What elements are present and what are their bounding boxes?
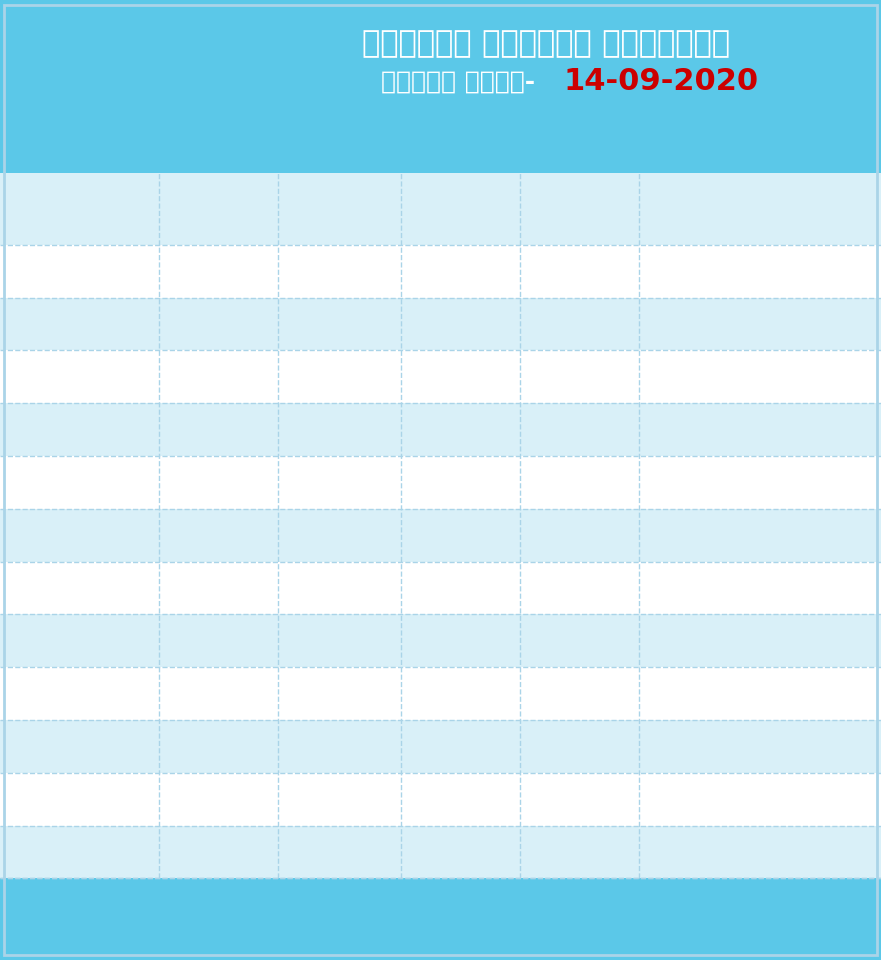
Text: 151.75: 151.75 [186, 262, 250, 280]
Text: 100.86: 100.86 [186, 632, 250, 650]
Text: 2,620: 2,620 [434, 684, 486, 703]
Text: 34.35: 34.35 [192, 737, 244, 756]
Text: 12,274: 12,274 [428, 262, 492, 280]
Text: ಜಲಾಶಯದ
ಹೆಸರು: ಜಲಾಶಯದ ಹೆಸರು [58, 195, 100, 223]
Text: 492.13: 492.13 [307, 843, 372, 861]
Text: For More Info Download: For More Info Download [225, 910, 392, 924]
Text: 8,653: 8,653 [434, 579, 486, 597]
Text: 2,288: 2,288 [553, 579, 605, 597]
Text: ಮಲಪ್ರಭಾ: ಮಲಪ್ರಭಾ [50, 739, 108, 754]
Text: 2,518: 2,518 [553, 684, 605, 703]
Text: 4,500: 4,500 [553, 420, 605, 439]
Text: 497.87: 497.87 [307, 632, 372, 650]
Text: 14-09-2020: 14-09-2020 [563, 67, 759, 96]
Text: ಭದ್ರಾ: ಭದ್ರಾ [58, 581, 100, 595]
Text: 48.98: 48.98 [192, 684, 244, 703]
Text: 38.00: 38.00 [313, 473, 366, 492]
Text: ಸೂಪಾ: ಸೂಪಾ [63, 317, 96, 331]
Text: 555.90: 555.90 [675, 262, 739, 280]
Text: ಕೆಆರ್‌ಎಸ್: ಕೆಆರ್‌ಎಸ್ [46, 475, 113, 490]
Text: ಲಿಂಗನಮಕ್ಕಿ: ಲಿಂಗನಮಕ್ಕಿ [37, 264, 122, 278]
Text: 657.82: 657.82 [675, 579, 739, 597]
Text: 145.33: 145.33 [186, 315, 250, 333]
Text: 119.26: 119.26 [186, 790, 250, 808]
Text: 519.33: 519.33 [675, 790, 739, 808]
Text: ಆಲಮಟ್ಟಿ: ಆಲಮಟ್ಟಿ [50, 792, 108, 806]
Text: 890.85: 890.85 [675, 420, 739, 439]
Text: 38.05: 38.05 [681, 473, 733, 492]
Text: GFX ETV BHARAT: GFX ETV BHARAT [703, 936, 811, 946]
Text: 519.76: 519.76 [307, 790, 371, 808]
Text: 3,222: 3,222 [433, 368, 487, 386]
Text: ಹೊರಹರಿವು
(ಕ್ಯುಸೆಕ್): ಹೊರಹರಿವು (ಕ್ಯುಸೆಕ್) [546, 195, 612, 223]
Text: ಗರಿಷ್ಠ ಮಟ್ಟ
(ಟಿಎಂಸಿ): ಗರಿಷ್ಠ ಮಟ್ಟ (ಟಿಎಂಸಿ) [181, 195, 255, 223]
Text: ⬇ App Store: ⬇ App Store [516, 912, 576, 922]
Text: 3,458: 3,458 [434, 315, 486, 333]
Text: ತುಂಗಭದ್ರಾ: ತುಂಗಭದ್ರಾ [41, 634, 117, 648]
Text: 553.29: 553.29 [307, 262, 371, 280]
Text: ಇಂದಿನ ಮಟ್ಟ
(ಟಿಎಂಸಿ): ಇಂದಿನ ಮಟ್ಟ (ಟಿಎಂಸಿ) [306, 195, 373, 223]
Text: 15.67: 15.67 [192, 526, 244, 544]
Text: ಘಟಪ್ರಭಾ: ಘಟಪ್ರಭಾ [50, 686, 108, 701]
Text: APP: APP [418, 910, 446, 924]
Text: 57,086: 57,086 [428, 843, 492, 861]
Text: 696.32: 696.32 [307, 526, 371, 544]
Text: ▶ GET IT ON
Google Play: ▶ GET IT ON Google Play [662, 907, 713, 926]
Text: 3,164: 3,164 [553, 737, 605, 756]
Text: 48,922: 48,922 [428, 790, 492, 808]
Text: ನೀರಿನ ಮಟ್ಟ-: ನೀರಿನ ಮಟ್ಟ- [381, 69, 535, 93]
Text: 5,094: 5,094 [553, 526, 605, 544]
Text: 1,200: 1,200 [553, 368, 605, 386]
Text: 5,898: 5,898 [434, 526, 486, 544]
Text: 6,332: 6,332 [553, 473, 605, 492]
Text: 63.04: 63.04 [192, 579, 244, 597]
Text: ಕಬಿನಿ: ಕಬಿನಿ [58, 528, 100, 542]
Text: ಒಳಹರಿವು
(ಕ್ಯುಸೆಕ್): ಒಳಹರಿವು (ಕ್ಯುಸೆಕ್) [427, 195, 493, 223]
Text: 663.11: 663.11 [307, 684, 371, 703]
Text: 491.85: 491.85 [675, 843, 739, 861]
Text: 657.80: 657.80 [307, 579, 371, 597]
Text: 8.07: 8.07 [197, 368, 239, 386]
Text: 633.54: 633.54 [307, 737, 371, 756]
Text: 3,164: 3,164 [434, 737, 486, 756]
Text: 696.32: 696.32 [675, 526, 739, 544]
Text: 633.99: 633.99 [675, 737, 739, 756]
Text: 63,382: 63,382 [547, 843, 611, 861]
Text: 9,834: 9,834 [434, 632, 486, 650]
Text: 890.08: 890.08 [307, 420, 371, 439]
Text: 563.08: 563.08 [675, 315, 739, 333]
Text: 7,511: 7,511 [434, 473, 486, 492]
Text: 26.14: 26.14 [192, 843, 244, 861]
Text: 35.76: 35.76 [192, 420, 244, 439]
Text: 555.05: 555.05 [307, 315, 371, 333]
Text: 871.35: 871.35 [675, 368, 739, 386]
Text: 497.87: 497.87 [675, 632, 739, 650]
Text: 48,392: 48,392 [547, 790, 611, 808]
Text: ನಾರಾಯಣಪುರ: ನಾರಾಯಣಪುರ [41, 845, 117, 859]
Text: 0: 0 [574, 315, 585, 333]
Text: ಹಿಂದಿನ ವರ್ಷ
ಈ ದಿನದಂದು
ನೀರಿನ ಮಟ್ಟ (ಟಿಎಂಸಿ): ಹಿಂದಿನ ವರ್ಷ ಈ ದಿನದಂದು ನೀರಿನ ಮಟ್ಟ (ಟಿಎಂಸಿ… [645, 187, 769, 230]
Text: ಹಾರಂಗಿ: ಹಾರಂಗಿ [54, 370, 105, 384]
Text: ಹೇಮಾವತಿ: ಹೇಮಾವತಿ [50, 422, 108, 437]
Text: 663.11: 663.11 [675, 684, 739, 703]
Text: 871.02: 871.02 [307, 368, 371, 386]
Text: 4,557: 4,557 [434, 420, 486, 439]
Text: 45.05: 45.05 [192, 473, 244, 492]
Text: 9,570: 9,570 [553, 632, 605, 650]
Text: ರಾಜ್ಯದ ಪ್ರಮುಖ ಜಲಾಶಯಗಳ: ರಾಜ್ಯದ ಪ್ರಮುಖ ಜಲಾಶಯಗಳ [362, 29, 730, 58]
Text: 363: 363 [562, 262, 596, 280]
